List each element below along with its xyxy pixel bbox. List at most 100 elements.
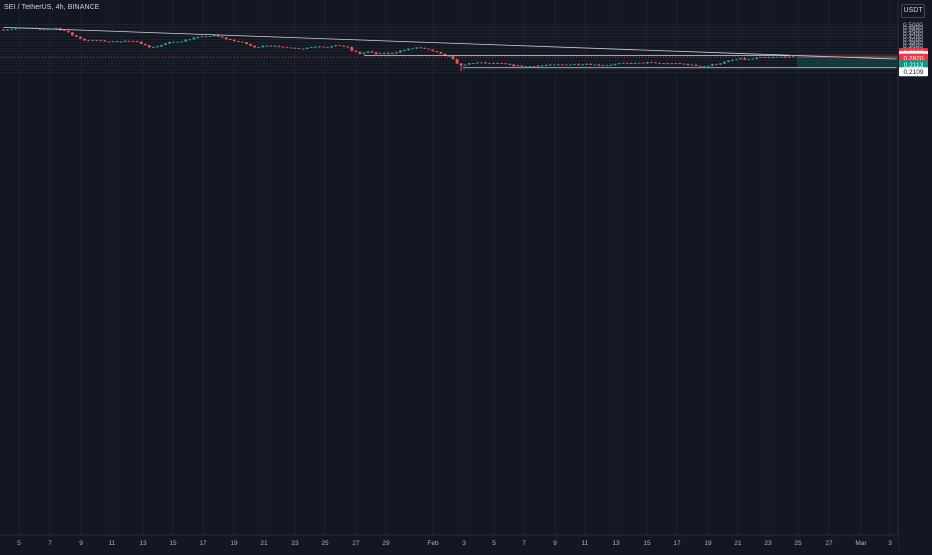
candle bbox=[160, 44, 163, 47]
x-tick-label: 21 bbox=[734, 540, 742, 547]
x-tick-label: 21 bbox=[260, 540, 268, 547]
candle bbox=[143, 43, 147, 46]
candle bbox=[366, 51, 370, 54]
candle bbox=[168, 41, 171, 45]
candle bbox=[690, 64, 694, 66]
candle bbox=[204, 35, 208, 38]
candle-body bbox=[123, 40, 127, 42]
candle-body bbox=[156, 46, 159, 48]
x-tick-label: 25 bbox=[321, 540, 329, 547]
candle-body bbox=[504, 63, 508, 65]
candle bbox=[532, 66, 536, 67]
candle-body bbox=[399, 50, 402, 53]
candle bbox=[135, 40, 139, 43]
candle-body bbox=[241, 41, 244, 43]
candle bbox=[423, 47, 427, 49]
candle-body bbox=[771, 57, 775, 59]
candle-body bbox=[581, 64, 585, 66]
candle-body bbox=[540, 65, 544, 67]
candle-body bbox=[318, 46, 321, 48]
time-axis[interactable] bbox=[0, 535, 898, 550]
candle bbox=[666, 62, 670, 65]
candle bbox=[739, 58, 742, 60]
candle-body bbox=[407, 48, 410, 51]
price-label-bg bbox=[899, 67, 928, 77]
candle bbox=[682, 63, 686, 65]
candle bbox=[188, 38, 192, 41]
candle bbox=[95, 39, 99, 42]
candle bbox=[475, 62, 479, 64]
candle bbox=[548, 64, 552, 66]
candle bbox=[735, 58, 738, 61]
candle bbox=[710, 64, 714, 66]
candle-body bbox=[423, 47, 427, 49]
candle-body bbox=[358, 51, 362, 54]
candle-body bbox=[702, 66, 706, 67]
candle-body bbox=[257, 47, 261, 48]
price-label-text: 0.2109 bbox=[904, 69, 924, 76]
candle bbox=[565, 64, 568, 66]
candle bbox=[338, 45, 342, 47]
candle-body bbox=[305, 47, 309, 49]
candle bbox=[698, 65, 702, 67]
candle-body bbox=[346, 46, 350, 48]
currency-button[interactable]: USDT bbox=[901, 4, 925, 18]
candle-body bbox=[609, 64, 613, 66]
take-profit-zone bbox=[797, 57, 898, 68]
candle bbox=[751, 58, 755, 60]
candle-body bbox=[666, 63, 670, 65]
candle bbox=[10, 28, 13, 31]
candle-body bbox=[629, 63, 633, 64]
candle-body bbox=[524, 66, 528, 68]
candle bbox=[83, 38, 86, 41]
candle-body bbox=[10, 29, 13, 30]
price-axis[interactable] bbox=[898, 0, 932, 550]
candle-body bbox=[216, 35, 220, 37]
candle-body bbox=[403, 50, 406, 51]
x-tick-label: 9 bbox=[79, 540, 83, 547]
candle bbox=[394, 51, 398, 54]
candle bbox=[589, 63, 593, 66]
candle bbox=[285, 46, 289, 48]
candle-body bbox=[484, 62, 487, 64]
candle bbox=[370, 50, 374, 53]
candle bbox=[544, 64, 548, 66]
candle-body bbox=[301, 48, 305, 50]
candle-body bbox=[42, 29, 46, 31]
candle bbox=[694, 64, 698, 66]
candle-body bbox=[188, 39, 192, 41]
y-tick-label: 0.4200 bbox=[903, 34, 923, 41]
candle bbox=[492, 62, 495, 64]
candle-body bbox=[727, 60, 730, 62]
y-tick-label: 0.4600 bbox=[903, 28, 923, 35]
candle bbox=[419, 47, 423, 49]
candle-body bbox=[532, 66, 536, 67]
candle bbox=[621, 62, 625, 64]
candle bbox=[678, 62, 682, 65]
x-tick-label: 29 bbox=[382, 540, 390, 547]
candle bbox=[196, 36, 200, 39]
candle bbox=[237, 40, 240, 43]
candle-body bbox=[237, 41, 240, 42]
candle-body bbox=[378, 53, 382, 55]
candle-body bbox=[674, 63, 678, 64]
candle-body bbox=[565, 64, 568, 66]
candle-body bbox=[694, 64, 698, 66]
candle-body bbox=[18, 27, 22, 29]
candle bbox=[759, 57, 763, 59]
candle-body bbox=[370, 51, 374, 53]
candle-body bbox=[783, 56, 787, 58]
candle-body bbox=[386, 52, 390, 54]
candle bbox=[358, 51, 362, 55]
candle-body bbox=[176, 41, 180, 43]
candle-body bbox=[718, 63, 722, 65]
candle-body bbox=[135, 41, 139, 43]
candle-body bbox=[731, 59, 734, 61]
candle-body bbox=[723, 61, 726, 64]
candle bbox=[232, 39, 236, 42]
candle bbox=[289, 47, 293, 49]
candle-body bbox=[192, 37, 196, 40]
symbol-title: SEI / TetherUS, 4h, BINANCE bbox=[4, 4, 100, 11]
